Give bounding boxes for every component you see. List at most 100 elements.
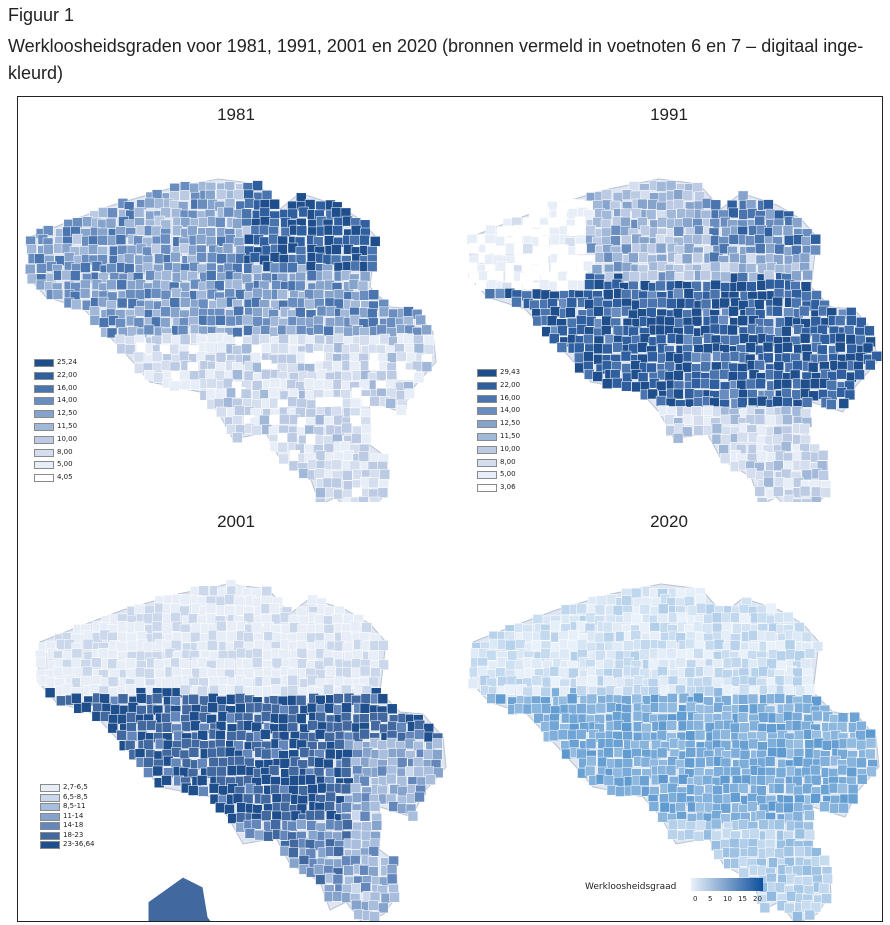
municipality [466, 262, 478, 273]
municipality [630, 587, 642, 599]
municipality [728, 234, 740, 245]
municipality [640, 756, 652, 768]
municipality [792, 498, 804, 502]
municipality [105, 217, 117, 229]
municipality [763, 199, 774, 210]
municipality [550, 676, 562, 687]
municipality [774, 612, 785, 624]
legend-label: 2,7-6,5 [63, 783, 88, 791]
municipality [783, 802, 794, 814]
municipality [143, 668, 155, 679]
municipality [313, 323, 324, 335]
municipality [855, 730, 866, 741]
municipality [804, 684, 816, 695]
municipality [323, 415, 335, 427]
municipality [745, 263, 757, 274]
municipality [134, 676, 145, 688]
municipality [294, 280, 306, 292]
municipality [549, 666, 561, 677]
municipality [160, 360, 172, 371]
municipality [170, 612, 181, 623]
municipality [631, 613, 642, 625]
municipality [685, 208, 696, 220]
municipality [772, 225, 783, 236]
municipality [243, 632, 254, 643]
municipality [379, 469, 391, 480]
municipality [486, 693, 497, 704]
municipality [621, 722, 632, 733]
municipality [728, 837, 740, 849]
municipality [359, 665, 371, 677]
municipality [389, 892, 400, 903]
municipality [711, 433, 723, 445]
municipality [539, 629, 551, 641]
municipality [710, 199, 722, 211]
municipality [746, 468, 757, 479]
legend-swatch [40, 822, 60, 830]
municipality [712, 622, 723, 634]
municipality [137, 720, 148, 732]
municipality [295, 271, 306, 283]
municipality [325, 665, 337, 677]
municipality [558, 667, 570, 678]
municipality [585, 225, 596, 236]
municipality [313, 350, 325, 362]
municipality [340, 783, 352, 795]
municipality [700, 269, 711, 281]
municipality [341, 422, 352, 434]
municipality [224, 605, 235, 616]
municipality [537, 253, 549, 264]
municipality [691, 352, 702, 363]
municipality [592, 371, 603, 382]
municipality [423, 343, 435, 355]
municipality [395, 405, 407, 416]
municipality [236, 802, 247, 813]
municipality [198, 217, 209, 228]
municipality [658, 702, 669, 713]
municipality [556, 342, 568, 353]
municipality [126, 730, 138, 742]
municipality [303, 443, 315, 455]
municipality [332, 722, 344, 733]
municipality [575, 729, 587, 740]
municipality [251, 657, 263, 668]
municipality [35, 656, 47, 668]
municipality [287, 363, 298, 374]
municipality [249, 252, 261, 263]
municipality [160, 678, 172, 689]
municipality [864, 748, 876, 760]
municipality [613, 746, 625, 758]
municipality [666, 648, 677, 659]
municipality [739, 333, 750, 344]
municipality [837, 764, 849, 776]
legend-label: 11,50 [500, 432, 521, 440]
municipality [585, 738, 597, 749]
municipality [187, 785, 199, 796]
municipality [351, 433, 362, 444]
municipality [800, 281, 812, 292]
municipality [79, 287, 91, 299]
legend-label: 5,00 [500, 470, 516, 479]
municipality [360, 801, 372, 812]
municipality [484, 234, 496, 245]
municipality [71, 657, 82, 669]
municipality [179, 370, 190, 381]
municipality [126, 722, 137, 733]
municipality [198, 786, 209, 797]
municipality [116, 297, 128, 309]
municipality [349, 343, 360, 354]
belgium-map-2020 [467, 583, 880, 921]
municipality [251, 648, 263, 659]
municipality [98, 272, 109, 283]
municipality [377, 693, 389, 704]
municipality [765, 208, 776, 220]
municipality [260, 325, 271, 336]
municipality [745, 342, 757, 353]
municipality [224, 594, 236, 605]
municipality [709, 378, 720, 390]
municipality [495, 693, 506, 705]
municipality [303, 378, 315, 389]
municipality [621, 363, 633, 374]
municipality [226, 731, 237, 742]
municipality [846, 766, 858, 778]
